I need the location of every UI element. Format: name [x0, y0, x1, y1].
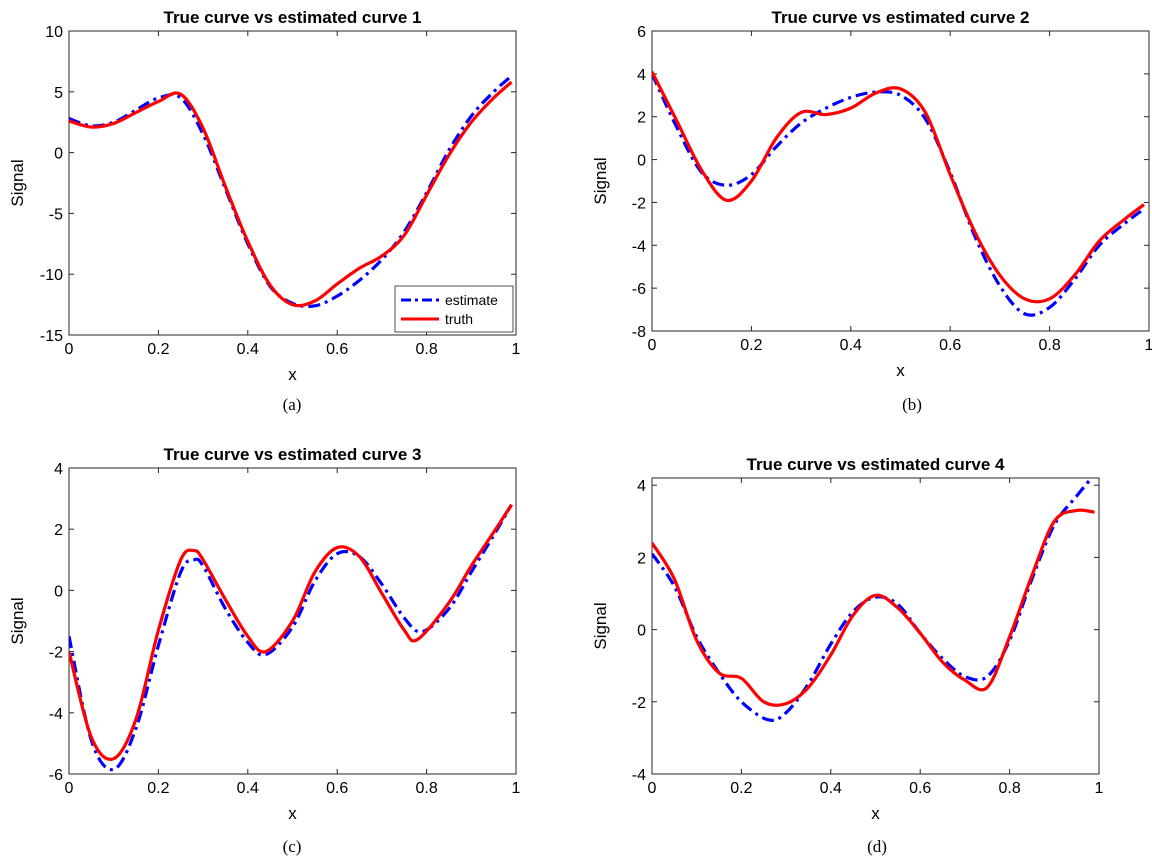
x-axis-label: x: [871, 804, 880, 823]
x-tick-label: 1: [512, 780, 521, 797]
x-tick-label: 0.2: [730, 780, 752, 797]
y-tick-label: 2: [637, 110, 646, 127]
chart-title: True curve vs estimated curve 3: [164, 445, 422, 464]
panel-caption: (b): [902, 395, 922, 414]
y-tick-label: -4: [632, 238, 646, 255]
x-tick-label: 1: [1145, 337, 1152, 354]
x-tick-label: 0.4: [237, 341, 259, 358]
x-tick-label: 0: [648, 337, 657, 354]
x-tick-label: 0.6: [909, 780, 931, 797]
x-axis-label: x: [288, 365, 297, 384]
y-tick-label: -4: [49, 706, 63, 723]
y-axis-label: Signal: [8, 159, 27, 206]
y-tick-label: 4: [637, 67, 646, 84]
x-tick-label: 0: [65, 780, 74, 797]
x-tick-label: 0.8: [998, 780, 1020, 797]
y-tick-label: 0: [637, 153, 646, 170]
y-tick-label: 4: [54, 461, 63, 478]
x-tick-label: 0.2: [147, 341, 169, 358]
x-tick-label: 0.6: [326, 341, 348, 358]
x-tick-label: 0: [65, 341, 74, 358]
y-tick-label: 2: [637, 550, 646, 567]
x-tick-label: 0.8: [1038, 337, 1060, 354]
chart-title: True curve vs estimated curve 2: [772, 8, 1030, 27]
x-tick-label: 0.4: [820, 780, 842, 797]
y-tick-label: 2: [54, 522, 63, 539]
panel-caption: (c): [283, 837, 302, 856]
x-axis-label: x: [896, 361, 905, 380]
y-tick-label: -5: [49, 206, 63, 223]
y-tick-label: -15: [40, 328, 63, 345]
x-tick-label: 0.4: [840, 337, 862, 354]
panel-c: True curve vs estimated curve 3 0 0.2 0.4 0.…: [8, 445, 521, 856]
y-tick-label: -8: [632, 324, 646, 341]
y-tick-label: 10: [45, 24, 63, 41]
y-tick-label: -2: [49, 645, 63, 662]
panel-caption: (d): [867, 837, 887, 856]
y-tick-label: -10: [40, 267, 63, 284]
y-tick-label: 4: [637, 478, 646, 495]
x-tick-label: 0.2: [147, 780, 169, 797]
axes-box: [652, 478, 1099, 774]
x-tick-label: 0.8: [415, 780, 437, 797]
x-tick-label: 1: [1095, 780, 1104, 797]
x-tick-label: 0: [648, 780, 657, 797]
y-tick-label: 0: [54, 583, 63, 600]
y-axis-label: Signal: [8, 597, 27, 644]
y-tick-label: -2: [632, 195, 646, 212]
panel-d: True curve vs estimated curve 4 0 0.2 0.4 0.…: [591, 455, 1104, 856]
y-tick-label: 0: [637, 623, 646, 640]
y-tick-label: 0: [54, 146, 63, 163]
chart-title: True curve vs estimated curve 1: [164, 8, 422, 27]
axes-box: [652, 31, 1149, 331]
y-axis-label: Signal: [591, 157, 610, 204]
y-axis-label: Signal: [591, 602, 610, 649]
legend-label-estimate: estimate: [445, 292, 498, 308]
x-tick-label: 0.8: [415, 341, 437, 358]
chart-title: True curve vs estimated curve 4: [747, 455, 1006, 474]
x-tick-label: 1: [512, 341, 521, 358]
y-tick-label: -4: [632, 767, 646, 784]
legend-label-truth: truth: [445, 311, 473, 327]
x-axis-label: x: [288, 804, 297, 823]
panel-a: True curve vs estimated curve 1 0 0.2 0.4 0.…: [8, 8, 521, 414]
y-tick-label: -6: [632, 281, 646, 298]
legend: estimate truth: [395, 286, 513, 332]
y-tick-label: 5: [54, 85, 63, 102]
panel-b: True curve vs estimated curve 2 0 0.2 0.4 0.…: [591, 8, 1152, 414]
x-tick-label: 0.2: [740, 337, 762, 354]
x-tick-label: 0.4: [237, 780, 259, 797]
x-tick-label: 0.6: [939, 337, 961, 354]
y-tick-label: -6: [49, 767, 63, 784]
y-tick-label: -2: [632, 695, 646, 712]
y-tick-label: 6: [637, 24, 646, 41]
panel-caption: (a): [283, 395, 302, 414]
x-tick-label: 0.6: [326, 780, 348, 797]
